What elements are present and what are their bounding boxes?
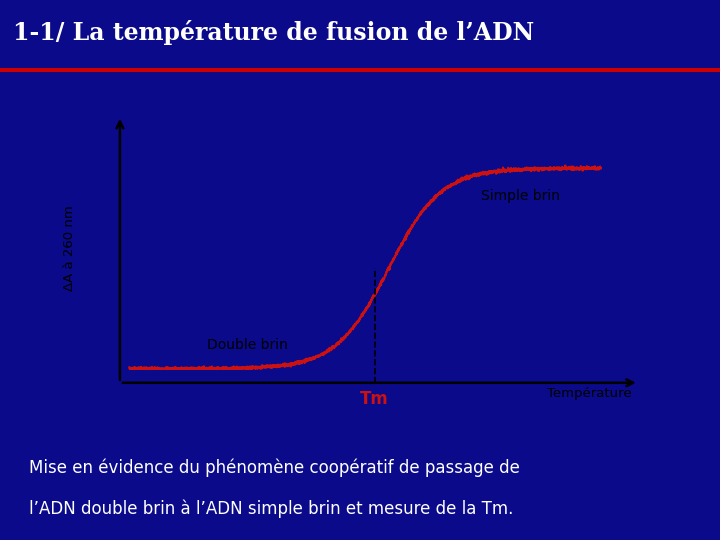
Text: Mise en évidence du phénomène coopératif de passage de: Mise en évidence du phénomène coopératif…: [29, 458, 520, 477]
Text: Simple brin: Simple brin: [481, 189, 560, 203]
Text: Double brin: Double brin: [207, 338, 288, 352]
Text: l’ADN double brin à l’ADN simple brin et mesure de la Tm.: l’ADN double brin à l’ADN simple brin et…: [29, 499, 513, 518]
Text: 1-1/ La température de fusion de l’ADN: 1-1/ La température de fusion de l’ADN: [13, 21, 534, 45]
Text: Tm: Tm: [360, 390, 389, 408]
Text: ΔA à 260 nm: ΔA à 260 nm: [63, 206, 76, 291]
Text: Température: Température: [547, 387, 631, 400]
